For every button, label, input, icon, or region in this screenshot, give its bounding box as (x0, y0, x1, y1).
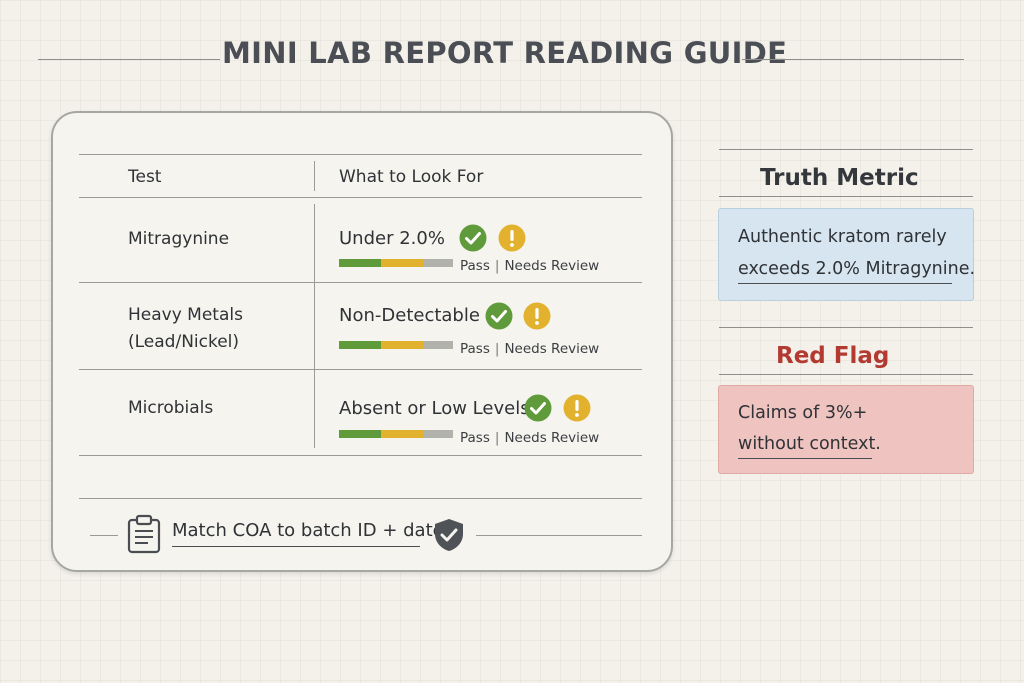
header-look-for: What to Look For (339, 167, 484, 187)
red-flag-line-1: Claims of 3%+ (738, 403, 868, 423)
status-bar-review (381, 259, 423, 267)
header-test: Test (128, 167, 162, 187)
exclamation-circle-icon (563, 394, 591, 422)
table-column-divider-header (314, 161, 315, 191)
status-legend: Pass | Needs Review (460, 430, 599, 446)
title-rule-right (742, 59, 964, 60)
shield-check-icon (435, 519, 463, 551)
check-circle-icon (459, 224, 487, 252)
exclamation-circle-icon (498, 224, 526, 252)
status-bar-pass (339, 341, 381, 349)
red-flag-rule-bottom (719, 374, 973, 375)
row-test-name: Microbials (128, 398, 214, 418)
status-bar (339, 341, 453, 349)
title-rule-left (38, 59, 220, 60)
status-bar-neutral (423, 259, 453, 267)
table-bottom-rule (79, 455, 642, 456)
page-title: MINI LAB REPORT READING GUIDE (222, 36, 788, 70)
legend-review: Needs Review (504, 430, 600, 446)
exclamation-circle-icon (523, 302, 551, 330)
table-top-rule (79, 154, 642, 155)
status-bar-pass (339, 259, 381, 267)
legend-review: Needs Review (504, 341, 600, 357)
row-criterion: Under 2.0% (339, 228, 445, 249)
red-flag-title: Red Flag (776, 343, 890, 369)
check-circle-icon (485, 302, 513, 330)
footer-instruction: Match COA to batch ID + date (172, 520, 444, 541)
truth-metric-line-1: Authentic kratom rarely (738, 227, 947, 247)
legend-review: Needs Review (504, 258, 600, 274)
legend-separator: | (494, 430, 500, 446)
red-flag-rule-top (719, 327, 973, 328)
status-bar-pass (339, 430, 381, 438)
legend-pass: Pass (460, 258, 490, 274)
table-column-divider-body (314, 204, 315, 448)
status-bar-review (381, 430, 423, 438)
clipboard-icon (127, 514, 161, 554)
truth-metric-box (718, 208, 974, 301)
check-circle-icon (524, 394, 552, 422)
legend-pass: Pass (460, 341, 490, 357)
row-test-name: Mitragynine (128, 229, 230, 249)
truth-metric-underline (738, 283, 952, 284)
status-bar (339, 430, 453, 438)
row-test-name: Heavy Metals (128, 305, 243, 325)
table-row-rule-1 (79, 282, 642, 283)
legend-separator: | (494, 258, 500, 274)
status-bar (339, 259, 453, 267)
truth-metric-title: Truth Metric (760, 165, 919, 191)
table-header-rule (79, 197, 642, 198)
status-bar-neutral (423, 430, 453, 438)
red-flag-line-2: without context. (738, 434, 881, 454)
truth-metric-rule-top (719, 149, 973, 150)
footer-underline (172, 546, 420, 547)
status-bar-review (381, 341, 423, 349)
legend-pass: Pass (460, 430, 490, 446)
truth-metric-line-2: exceeds 2.0% Mitragynine. (738, 259, 976, 279)
table-row-rule-2 (79, 369, 642, 370)
truth-metric-rule-bottom (719, 196, 973, 197)
status-legend: Pass | Needs Review (460, 341, 599, 357)
red-flag-box (718, 385, 974, 474)
status-legend: Pass | Needs Review (460, 258, 599, 274)
red-flag-underline (738, 458, 872, 459)
table-footer-rule (79, 498, 642, 499)
footer-rule-right (476, 535, 642, 536)
footer-rule-left (90, 535, 118, 536)
status-bar-neutral (423, 341, 453, 349)
row-criterion: Absent or Low Levels (339, 398, 530, 419)
legend-separator: | (494, 341, 500, 357)
row-criterion: Non-Detectable (339, 305, 480, 326)
row-test-name-sub: (Lead/Nickel) (128, 332, 240, 352)
